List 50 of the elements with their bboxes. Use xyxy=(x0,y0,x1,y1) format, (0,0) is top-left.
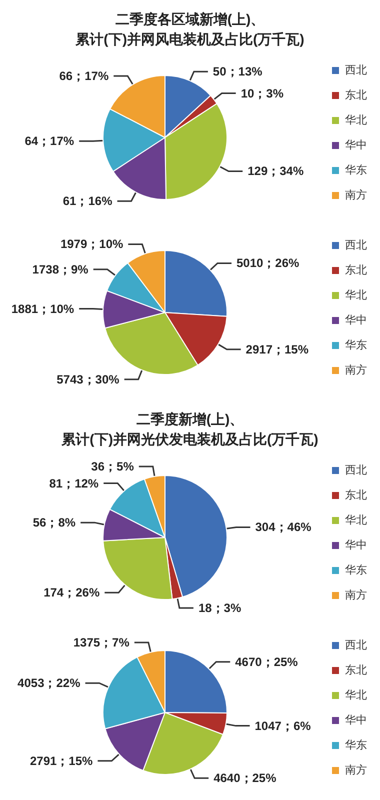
data-label: 129；34% xyxy=(248,164,304,178)
data-label: 1738；9% xyxy=(32,262,89,276)
legend-label: 东北 xyxy=(345,88,367,102)
data-label: 18；3% xyxy=(198,601,242,616)
data-label: 64；17% xyxy=(24,134,74,148)
legend-label: 华东 xyxy=(345,564,367,576)
data-label: 1047；6% xyxy=(254,718,312,733)
legend-label: 西北 xyxy=(345,638,367,652)
data-label: 81；12% xyxy=(49,476,99,490)
legend-label: 西北 xyxy=(345,238,367,252)
legend-label: 南方 xyxy=(345,364,367,376)
data-label: 4670；25% xyxy=(235,654,298,669)
legend-label: 华中 xyxy=(345,538,367,552)
data-label: 36；5% xyxy=(91,460,134,474)
legend-label: 华东 xyxy=(345,164,367,176)
legend-label: 华中 xyxy=(345,714,367,726)
data-label: 1881；10% xyxy=(11,302,74,316)
data-label: 66；17% xyxy=(59,68,109,83)
legend-label: 南方 xyxy=(345,764,367,776)
chart-title: 二季度新增(上)、累计(下)并网光伏发电装机及占比(万千瓦) xyxy=(60,411,318,447)
data-label: 1375；7% xyxy=(73,635,130,650)
legend-label: 东北 xyxy=(345,488,367,502)
legend-label: 华中 xyxy=(345,314,367,326)
data-label: 5010；26% xyxy=(236,256,300,270)
legend-label: 东北 xyxy=(345,664,367,676)
data-label: 5743；30% xyxy=(56,372,120,386)
data-label: 4053；22% xyxy=(18,676,81,690)
data-label: 10；3% xyxy=(240,86,284,100)
data-label: 174；26% xyxy=(44,586,100,600)
data-label: 61；16% xyxy=(62,194,113,208)
legend-label: 华中 xyxy=(345,138,367,152)
chart-title: 二季度各区域新增(上)、累计(下)并网风电装机及占比(万千瓦) xyxy=(74,11,304,47)
legend-label: 华北 xyxy=(345,514,367,526)
legend-label: 华北 xyxy=(345,114,367,126)
legend-label: 华东 xyxy=(345,338,367,352)
data-label: 1979；10% xyxy=(60,237,124,252)
data-label: 2791；15% xyxy=(30,754,94,768)
data-label: 2917；15% xyxy=(246,342,309,356)
legend-label: 西北 xyxy=(345,464,367,476)
legend-label: 华北 xyxy=(345,288,367,302)
legend-label: 南方 xyxy=(345,188,367,202)
data-label: 56；8% xyxy=(32,516,76,530)
legend-label: 东北 xyxy=(345,264,367,276)
data-label: 4640；25% xyxy=(214,771,277,786)
legend-label: 南方 xyxy=(345,588,367,602)
legend-label: 华北 xyxy=(345,688,367,702)
data-label: 50；13% xyxy=(212,64,263,79)
legend-label: 华东 xyxy=(345,738,367,752)
data-label: 304；46% xyxy=(255,520,312,534)
legend-label: 西北 xyxy=(345,64,367,76)
